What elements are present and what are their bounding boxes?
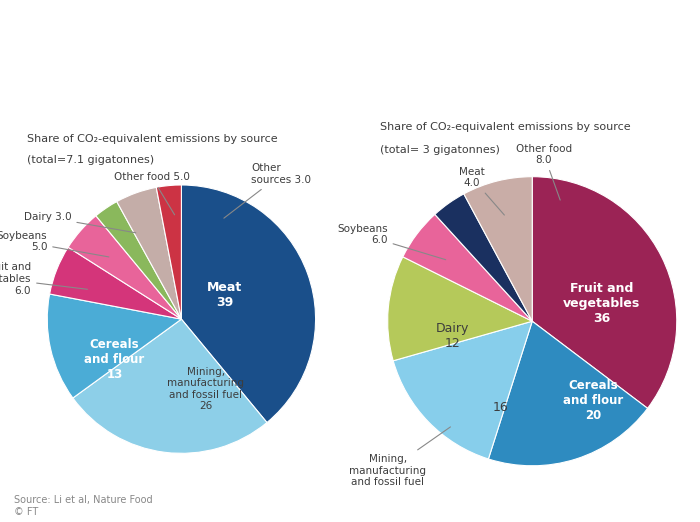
Text: (total= 3 gigatonnes): (total= 3 gigatonnes) <box>380 145 500 155</box>
Text: Soybeans
5.0: Soybeans 5.0 <box>0 231 109 257</box>
Wedge shape <box>48 294 181 398</box>
Wedge shape <box>73 319 267 453</box>
Wedge shape <box>393 321 532 459</box>
Wedge shape <box>96 201 181 319</box>
Text: Fruit and
vegetables
6.0: Fruit and vegetables 6.0 <box>0 262 88 295</box>
Text: 16: 16 <box>493 401 508 414</box>
Text: Dairy 3.0: Dairy 3.0 <box>24 212 136 233</box>
Wedge shape <box>181 185 316 422</box>
Text: Cereals
and flour
20: Cereals and flour 20 <box>563 379 623 422</box>
Wedge shape <box>388 257 532 361</box>
Wedge shape <box>532 176 677 408</box>
Text: (total=7.1 gigatonnes): (total=7.1 gigatonnes) <box>27 156 154 165</box>
Text: Other food
8.0: Other food 8.0 <box>516 144 572 200</box>
Wedge shape <box>402 215 532 321</box>
Text: Other
sources 3.0: Other sources 3.0 <box>224 163 312 218</box>
Text: Dairy
12: Dairy 12 <box>436 322 470 350</box>
Text: Mining,
manufacturing
and fossil fuel
26: Mining, manufacturing and fossil fuel 26 <box>167 366 244 411</box>
Wedge shape <box>435 194 532 321</box>
Wedge shape <box>50 247 181 319</box>
Text: Share of CO₂-equivalent emissions by source: Share of CO₂-equivalent emissions by sou… <box>27 134 278 144</box>
Text: Meat
39: Meat 39 <box>206 281 242 309</box>
Text: Share of CO₂-equivalent emissions by source: Share of CO₂-equivalent emissions by sou… <box>380 122 631 132</box>
Text: Mining,
manufacturing
and fossil fuel: Mining, manufacturing and fossil fuel <box>349 427 450 488</box>
Text: Meat
4.0: Meat 4.0 <box>458 167 505 215</box>
Wedge shape <box>117 187 181 319</box>
Text: Other food 5.0: Other food 5.0 <box>114 172 190 215</box>
Wedge shape <box>489 321 648 466</box>
Text: Cereals
and flour
13: Cereals and flour 13 <box>84 338 144 381</box>
Wedge shape <box>156 185 181 319</box>
Text: Soybeans
6.0: Soybeans 6.0 <box>337 224 446 260</box>
Wedge shape <box>464 176 532 321</box>
Text: Fruit and
vegetables
36: Fruit and vegetables 36 <box>563 282 640 325</box>
Wedge shape <box>68 216 181 319</box>
Text: Source: Li et al, Nature Food
© FT: Source: Li et al, Nature Food © FT <box>14 495 153 517</box>
